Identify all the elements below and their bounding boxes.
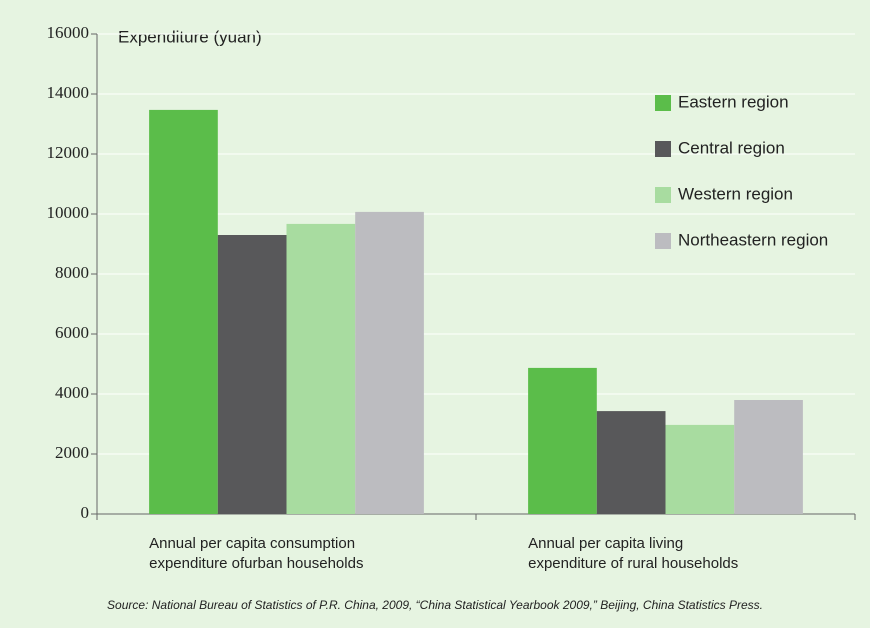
bar: [217, 235, 287, 514]
y-tick-label: 4000: [55, 383, 89, 402]
x-tick-label: Annual per capita living expenditure of r…: [528, 535, 738, 572]
y-axis-label: Expenditure (yuan): [118, 27, 262, 46]
bar: [286, 223, 356, 514]
bar: [149, 109, 218, 515]
source-note: Source: National Bureau of Statistics of…: [107, 598, 763, 612]
legend-label: Central region: [678, 138, 785, 157]
bar: [528, 367, 597, 514]
bar: [355, 211, 424, 514]
legend-label: Western region: [678, 184, 793, 203]
bar: [734, 400, 803, 514]
legend-label: Eastern region: [678, 92, 789, 111]
bar: [596, 411, 666, 514]
y-tick-label: 2000: [55, 443, 89, 462]
y-tick-label: 6000: [55, 323, 89, 342]
y-tick-label: 14000: [47, 83, 90, 102]
y-tick-label: 10000: [47, 203, 90, 222]
legend-swatch: [655, 187, 671, 203]
bar: [665, 424, 735, 514]
legend-swatch: [655, 141, 671, 157]
y-tick-label: 12000: [47, 143, 90, 162]
y-tick-label: 0: [81, 503, 90, 522]
legend-label: Northeastern region: [678, 230, 828, 249]
legend-swatch: [655, 95, 671, 111]
x-tick-label: Annual per capita consumption expenditure…: [149, 535, 363, 572]
y-tick-label: 16000: [47, 23, 90, 42]
y-tick-label: 8000: [55, 263, 89, 282]
legend-swatch: [655, 233, 671, 249]
